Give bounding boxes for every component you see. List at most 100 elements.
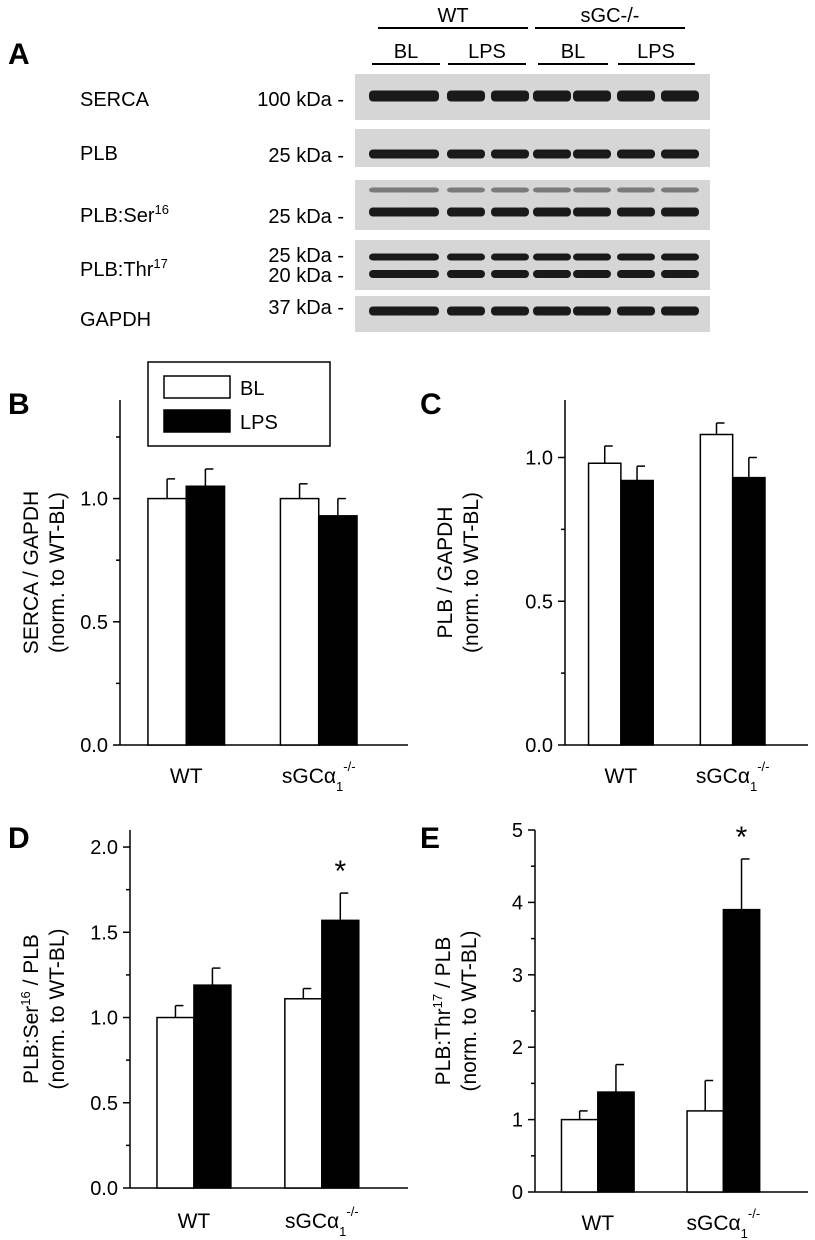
blot-band bbox=[401, 306, 439, 316]
blot-band bbox=[369, 149, 407, 159]
blot-label-plb: PLB bbox=[80, 143, 118, 165]
y-axis-label-2: (norm. to WT-BL) bbox=[458, 930, 481, 1091]
y-tick-label: 2.0 bbox=[90, 837, 118, 859]
x-tick-label-sgc: sGCα1-/- bbox=[696, 759, 770, 794]
blot-band bbox=[447, 207, 485, 217]
y-axis-label-2: (norm. to WT-BL) bbox=[46, 928, 69, 1089]
blot-band bbox=[617, 187, 655, 193]
x-tick-label-sgc: sGCα1-/- bbox=[282, 759, 356, 794]
blot-band bbox=[447, 149, 485, 159]
blot-band bbox=[447, 253, 485, 261]
legend: BL LPS bbox=[147, 361, 331, 447]
bar-lps-0 bbox=[620, 479, 654, 746]
blot-band bbox=[617, 306, 655, 316]
y-axis-label: SERCA / GAPDH bbox=[20, 491, 43, 654]
marker-20kda-thr17: 20 kDa - bbox=[268, 265, 344, 287]
bar-lps-1 bbox=[722, 908, 761, 1193]
blot-band bbox=[533, 270, 571, 278]
x-tick-label-sgc: sGCα1-/- bbox=[687, 1206, 761, 1240]
blot-strip bbox=[355, 240, 710, 290]
blot-band bbox=[401, 207, 439, 217]
x-tick-label-wt: WT bbox=[170, 765, 203, 788]
y-tick-label: 4 bbox=[512, 892, 523, 914]
legend-swatch-bl bbox=[163, 375, 231, 399]
chart-d: 0.0 0.5 1.0 1.5 2.0 WT sGCα1-/- * PLB:Ser16 / PL… bbox=[18, 830, 408, 1239]
bar-bl-0 bbox=[587, 462, 622, 746]
group-header-wt: WT bbox=[437, 5, 468, 27]
chart-c: 0.0 0.5 1.0 WT sGCα1-/- PLB / GAPDH (norm. to … bbox=[434, 400, 808, 794]
blot-band bbox=[369, 187, 407, 193]
y-axis-label: PLB:Ser16 / PLB bbox=[18, 934, 43, 1084]
blot-band bbox=[491, 187, 529, 193]
y-tick-label: 1.0 bbox=[80, 489, 108, 511]
bar-bl-1 bbox=[699, 433, 734, 746]
y-tick-label: 0 bbox=[512, 1182, 523, 1204]
blot-band bbox=[491, 149, 529, 159]
blot-band bbox=[401, 149, 439, 159]
y-tick-label: 1.5 bbox=[90, 922, 118, 944]
blot-label-plb-thr17: PLB:Thr17 bbox=[80, 256, 168, 281]
blot-band bbox=[369, 90, 407, 102]
y-tick-label: 1.0 bbox=[90, 1008, 118, 1030]
blot-band bbox=[369, 207, 407, 217]
blot-band bbox=[573, 90, 611, 102]
blot-band bbox=[401, 187, 439, 193]
legend-swatch-lps bbox=[163, 409, 231, 433]
bar-lps-1 bbox=[317, 515, 358, 746]
blot-band bbox=[661, 207, 699, 217]
blot-band bbox=[661, 149, 699, 159]
blot-band bbox=[491, 306, 529, 316]
chart-e: 0 1 2 3 4 5 WT sGCα1-/- * PLB:Thr17 / PLB (norm. t… bbox=[430, 820, 808, 1240]
significance-star: * bbox=[736, 821, 748, 854]
bar-lps-0 bbox=[193, 984, 232, 1189]
panel-c-letter: C bbox=[420, 388, 442, 421]
blot-band bbox=[573, 187, 611, 193]
bar-bl-1 bbox=[686, 1110, 725, 1193]
blot-label-plb-ser16: PLB:Ser16 bbox=[80, 202, 169, 227]
blot-band bbox=[573, 306, 611, 316]
marker-25kda-ser16: 25 kDa - bbox=[268, 206, 344, 228]
bar-bl-0 bbox=[560, 1118, 599, 1193]
blot-band bbox=[491, 207, 529, 217]
blot-band bbox=[573, 149, 611, 159]
blot-band bbox=[447, 306, 485, 316]
blot-band bbox=[447, 270, 485, 278]
blot-band bbox=[491, 90, 529, 102]
y-tick-label: 5 bbox=[512, 820, 523, 842]
significance-star: * bbox=[334, 855, 346, 888]
panel-e-letter: E bbox=[420, 822, 440, 855]
y-tick-label: 0.0 bbox=[90, 1178, 118, 1200]
group-header-sgc: sGC-/- bbox=[581, 5, 640, 27]
panel-d-letter: D bbox=[8, 822, 30, 855]
blot-band bbox=[617, 149, 655, 159]
blot-band bbox=[661, 90, 699, 102]
blot-band bbox=[533, 253, 571, 261]
blot-band bbox=[369, 306, 407, 316]
bar-bl-1 bbox=[284, 998, 323, 1189]
x-tick-label-wt: WT bbox=[605, 765, 638, 788]
bar-bl-0 bbox=[147, 497, 187, 746]
x-tick-label-wt: WT bbox=[581, 1212, 614, 1235]
marker-100kda: 100 kDa - bbox=[257, 89, 344, 111]
y-tick-label: 0.0 bbox=[80, 735, 108, 757]
legend-box bbox=[147, 361, 331, 447]
bar-lps-1 bbox=[731, 476, 766, 746]
blot-band bbox=[491, 253, 529, 261]
blot-band bbox=[573, 253, 611, 261]
panel-b-letter: B bbox=[8, 388, 30, 421]
blot-band bbox=[661, 270, 699, 278]
blot-band bbox=[533, 207, 571, 217]
blot-strip bbox=[355, 129, 710, 167]
x-tick-label-wt: WT bbox=[178, 1210, 211, 1233]
condition-header-3: BL bbox=[561, 41, 585, 63]
blot-band bbox=[573, 270, 611, 278]
blot-band bbox=[617, 270, 655, 278]
x-tick-label-sgc: sGCα1-/- bbox=[285, 1204, 359, 1239]
marker-37kda: 37 kDa - bbox=[268, 297, 344, 319]
blot-band bbox=[533, 187, 571, 193]
y-axis-label-2: (norm. to WT-BL) bbox=[460, 492, 483, 653]
blot-band bbox=[617, 207, 655, 217]
blot-band bbox=[401, 270, 439, 278]
blot-label-gapdh: GAPDH bbox=[80, 309, 151, 331]
